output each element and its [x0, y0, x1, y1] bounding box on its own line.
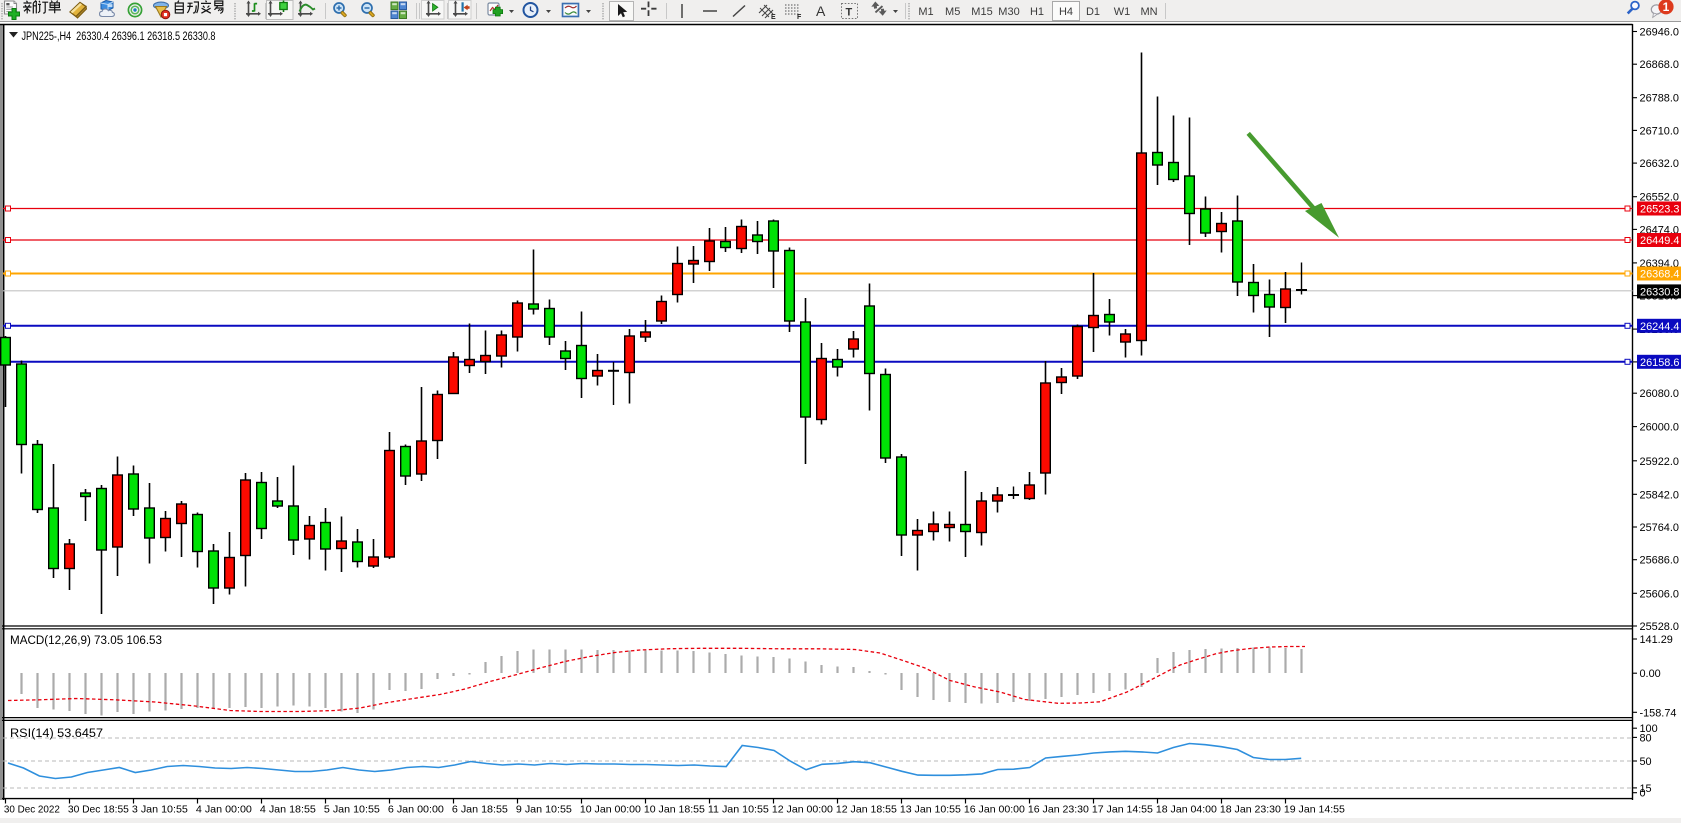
svg-text:H4: H4: [1059, 6, 1073, 18]
svg-text:10 Jan 18:55: 10 Jan 18:55: [644, 805, 705, 816]
svg-text:18 Jan 23:30: 18 Jan 23:30: [1220, 805, 1281, 816]
svg-text:4 Jan 00:00: 4 Jan 00:00: [196, 805, 252, 816]
svg-text:26523.3: 26523.3: [1640, 204, 1680, 216]
svg-text:25842.0: 25842.0: [1640, 489, 1680, 501]
svg-text:M15: M15: [971, 6, 992, 18]
svg-text:6 Jan 00:00: 6 Jan 00:00: [388, 805, 444, 816]
svg-text:M1: M1: [918, 6, 933, 18]
svg-text:6 Jan 18:55: 6 Jan 18:55: [452, 805, 508, 816]
svg-text:12 Jan 00:00: 12 Jan 00:00: [772, 805, 833, 816]
svg-text:H1: H1: [1030, 6, 1044, 18]
svg-text:80: 80: [1640, 732, 1652, 744]
svg-text:T: T: [846, 7, 853, 19]
svg-text:M5: M5: [945, 6, 960, 18]
svg-text:A: A: [816, 3, 826, 19]
svg-text:26632.0: 26632.0: [1640, 158, 1680, 170]
svg-text:M30: M30: [998, 6, 1019, 18]
svg-text:MN: MN: [1140, 6, 1157, 18]
svg-text:-158.74: -158.74: [1640, 707, 1677, 719]
svg-text:1: 1: [1663, 0, 1670, 14]
svg-text:25686.0: 25686.0: [1640, 555, 1680, 567]
svg-text:MACD(12,26,9) 73.05 106.53: MACD(12,26,9) 73.05 106.53: [10, 635, 162, 647]
svg-text:26080.0: 26080.0: [1640, 388, 1680, 400]
svg-text:4 Jan 18:55: 4 Jan 18:55: [260, 805, 316, 816]
svg-text:25606.0: 25606.0: [1640, 588, 1680, 600]
svg-text:26449.4: 26449.4: [1640, 235, 1680, 247]
svg-text:26710.0: 26710.0: [1640, 125, 1680, 137]
svg-text:18 Jan 04:00: 18 Jan 04:00: [1156, 805, 1217, 816]
svg-text:26552.0: 26552.0: [1640, 192, 1680, 204]
svg-text:25528.0: 25528.0: [1640, 621, 1680, 633]
svg-text:25922.0: 25922.0: [1640, 456, 1680, 468]
svg-text:10 Jan 00:00: 10 Jan 00:00: [580, 805, 641, 816]
svg-text:15: 15: [1640, 783, 1652, 795]
svg-text:26788.0: 26788.0: [1640, 93, 1680, 105]
svg-text:26244.4: 26244.4: [1640, 321, 1680, 333]
svg-text:30 Dec 2022: 30 Dec 2022: [4, 805, 60, 816]
svg-text:D1: D1: [1086, 6, 1100, 18]
svg-text:13 Jan 10:55: 13 Jan 10:55: [900, 805, 961, 816]
svg-text:16 Jan 00:00: 16 Jan 00:00: [964, 805, 1025, 816]
svg-text:141.29: 141.29: [1640, 634, 1673, 646]
svg-text:26000.0: 26000.0: [1640, 422, 1680, 434]
svg-text:5 Jan 10:55: 5 Jan 10:55: [324, 805, 380, 816]
svg-text:RSI(14) 53.6457: RSI(14) 53.6457: [10, 728, 103, 740]
svg-text:19 Jan 14:55: 19 Jan 14:55: [1284, 805, 1345, 816]
svg-text:9 Jan 10:55: 9 Jan 10:55: [516, 805, 572, 816]
svg-text:26330.8: 26330.8: [1640, 287, 1680, 299]
svg-text:12 Jan 18:55: 12 Jan 18:55: [836, 805, 897, 816]
svg-text:0: 0: [1640, 788, 1646, 800]
svg-text:26158.6: 26158.6: [1640, 357, 1680, 369]
svg-text:3 Jan 10:55: 3 Jan 10:55: [132, 805, 188, 816]
svg-text:W1: W1: [1114, 6, 1131, 18]
svg-text:25764.0: 25764.0: [1640, 522, 1680, 534]
svg-text:17 Jan 14:55: 17 Jan 14:55: [1092, 805, 1153, 816]
svg-text:26368.4: 26368.4: [1640, 269, 1680, 281]
svg-text:100: 100: [1640, 723, 1658, 735]
svg-text:F: F: [797, 14, 802, 21]
svg-text:E: E: [771, 14, 776, 21]
svg-text:0.00: 0.00: [1640, 668, 1661, 680]
svg-text:30 Dec 18:55: 30 Dec 18:55: [68, 805, 129, 816]
svg-text:26946.0: 26946.0: [1640, 27, 1680, 39]
svg-text:11 Jan 10:55: 11 Jan 10:55: [708, 805, 769, 816]
svg-text:16 Jan 23:30: 16 Jan 23:30: [1028, 805, 1089, 816]
svg-text:JPN225-,H4 26330.4 26396.1 26: JPN225-,H4 26330.4 26396.1 26318.5 26330…: [22, 31, 216, 43]
svg-text:26868.0: 26868.0: [1640, 59, 1680, 71]
svg-text:50: 50: [1640, 756, 1652, 768]
